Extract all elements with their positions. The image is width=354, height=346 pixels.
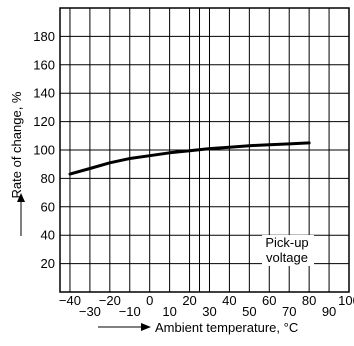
x-axis-label: Ambient temperature, °C <box>155 320 298 335</box>
y-tick-label: 100 <box>33 143 55 158</box>
y-tick-label: 80 <box>41 171 55 186</box>
x-tick-label: −40 <box>59 293 81 308</box>
series-label-line-1: Pick-up <box>265 235 308 250</box>
x-tick-label: 0 <box>146 293 153 308</box>
x-tick-label: −30 <box>79 304 101 319</box>
x-tick-label: 20 <box>182 293 196 308</box>
x-tick-label: 60 <box>262 293 276 308</box>
y-tick-label: 140 <box>33 86 55 101</box>
y-tick-label: 40 <box>41 228 55 243</box>
series-label-background <box>262 235 314 266</box>
x-tick-labels: −40 −20 0 20 40 60 80 100 −30 −10 10 30 50 70 90 <box>59 293 354 319</box>
y-axis-label: Rate of change, % <box>9 91 24 198</box>
x-tick-label: −10 <box>119 304 141 319</box>
y-axis-arrow-head <box>17 193 25 202</box>
x-tick-label: 80 <box>302 293 316 308</box>
series-label-box <box>262 235 314 266</box>
x-axis-title: Ambient temperature, °C <box>98 320 298 335</box>
series-label: Pick-up voltage <box>265 235 308 265</box>
x-tick-label: 30 <box>202 304 216 319</box>
grid <box>60 8 349 292</box>
y-tick-label: 60 <box>41 199 55 214</box>
series-label-line-2: voltage <box>266 250 308 265</box>
plot-border <box>59 7 350 293</box>
x-tick-label: 40 <box>222 293 236 308</box>
y-tick-label: 180 <box>33 29 55 44</box>
series-layer <box>68 141 311 176</box>
x-tick-label: 70 <box>282 304 296 319</box>
y-tick-label: 160 <box>33 57 55 72</box>
x-tick-label: 90 <box>322 304 336 319</box>
x-tick-label: 50 <box>242 304 256 319</box>
series-line-pick-up-voltage <box>68 141 311 176</box>
x-tick-label: 100 <box>338 293 354 308</box>
x-tick-label: −20 <box>99 293 121 308</box>
y-tick-label: 20 <box>41 256 55 271</box>
y-axis-title: Rate of change, % <box>9 91 25 236</box>
x-axis-arrow-head <box>141 323 151 331</box>
y-tick-labels: 20 40 60 80 100 120 140 160 180 <box>33 29 55 271</box>
y-tick-label: 120 <box>33 114 55 129</box>
plot-frame <box>59 7 350 293</box>
x-tick-label: 10 <box>162 304 176 319</box>
